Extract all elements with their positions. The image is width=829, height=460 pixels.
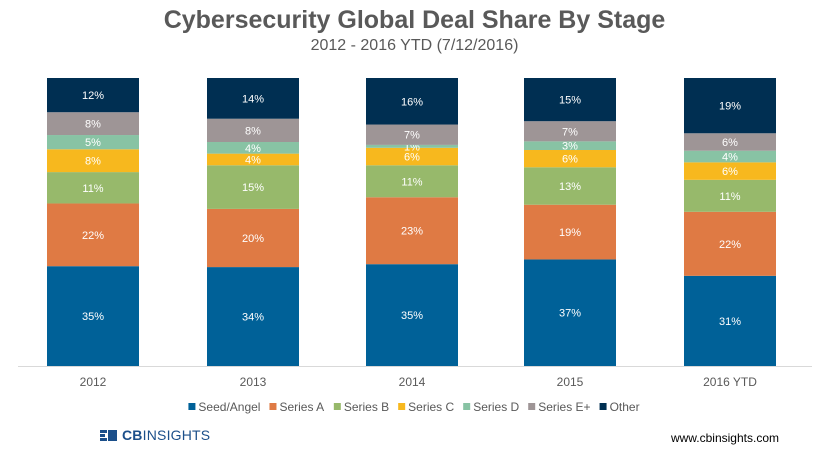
data-label-series-d: 4% [722, 152, 738, 164]
x-tick-label: 2016 YTD [703, 375, 757, 389]
legend-swatch-other [599, 403, 607, 410]
website-url[interactable]: www.cbinsights.com [670, 431, 779, 445]
bar-segment-series-a [524, 204, 616, 260]
x-tick-label: 2014 [399, 375, 426, 389]
bar-segment-other [524, 78, 616, 122]
bar-segment-series-b [366, 165, 458, 198]
data-label-seed-angel: 37% [559, 308, 581, 320]
bar-segment-series-e- [207, 118, 299, 142]
bar-segment-other [207, 78, 299, 119]
bar-segment-series-d [366, 144, 458, 148]
bar-segment-seed-angel [207, 267, 299, 366]
bar-segment-seed-angel [684, 275, 776, 366]
bar-segment-series-e- [366, 124, 458, 145]
x-tick-label: 2013 [240, 375, 267, 389]
bar-segment-series-a [684, 211, 776, 276]
bar-segment-seed-angel [47, 266, 139, 366]
bar-segment-series-e- [684, 133, 776, 151]
data-label-series-e-: 7% [562, 126, 578, 138]
data-label-other: 16% [401, 96, 423, 108]
data-label-series-b: 15% [242, 182, 264, 194]
bar-segment-series-a [47, 203, 139, 267]
data-label-series-a: 19% [559, 227, 581, 239]
bar-segment-series-b [47, 172, 139, 204]
data-label-series-c: 4% [245, 154, 261, 166]
bar-segment-series-c [207, 153, 299, 166]
data-label-series-e-: 8% [85, 119, 101, 131]
legend-label-series-a: Series A [279, 400, 324, 414]
cbinsights-logo: CB INSIGHTS [100, 427, 210, 443]
cb-logo-icon [100, 430, 117, 441]
legend-swatch-series-d [463, 403, 471, 410]
bar-segment-series-d [524, 141, 616, 150]
bar-segment-series-b [207, 165, 299, 209]
bar-segment-other [684, 78, 776, 134]
data-label-seed-angel: 35% [401, 310, 423, 322]
chart-subtitle: 2012 - 2016 YTD (7/12/2016) [310, 37, 519, 54]
bar-segment-series-e- [524, 121, 616, 142]
x-tick-label: 2012 [80, 375, 107, 389]
bar-segment-seed-angel [366, 264, 458, 366]
bar-segment-series-a [207, 208, 299, 268]
bar-segment-series-a [366, 197, 458, 265]
legend-swatch-series-b [333, 403, 341, 410]
bar-segment-series-e- [47, 112, 139, 136]
data-label-other: 19% [719, 101, 741, 113]
bar-segment-series-c [366, 147, 458, 166]
data-label-series-a: 20% [242, 233, 264, 245]
x-tick-label: 2015 [557, 375, 584, 389]
bar-segment-series-c [684, 162, 776, 180]
data-label-series-b: 11% [82, 183, 103, 195]
data-label-other: 15% [559, 95, 581, 107]
data-label-series-a: 22% [82, 230, 104, 242]
data-label-series-d: 5% [85, 137, 101, 149]
data-label-series-c: 6% [562, 154, 578, 166]
legend-label-series-e-: Series E+ [538, 400, 590, 414]
data-label-series-d: 4% [245, 143, 261, 155]
data-label-seed-angel: 31% [719, 316, 741, 328]
data-label-other: 12% [82, 90, 104, 102]
data-label-seed-angel: 35% [82, 311, 104, 323]
bar-segment-series-b [684, 179, 776, 212]
data-label-series-a: 22% [719, 239, 741, 251]
legend-label-series-b: Series B [344, 400, 389, 414]
bar-segment-other [47, 78, 139, 113]
legend-swatch-series-a [269, 403, 277, 410]
data-label-other: 14% [242, 93, 264, 105]
legend-swatch-series-e- [528, 403, 536, 410]
data-label-series-c: 8% [85, 156, 101, 168]
data-label-series-e-: 7% [404, 130, 420, 142]
data-label-seed-angel: 34% [242, 312, 264, 324]
bar-segment-series-c [524, 150, 616, 168]
data-label-series-c: 6% [722, 166, 738, 178]
data-label-series-e-: 8% [245, 125, 261, 137]
data-label-series-c: 6% [404, 152, 420, 164]
bar-segment-series-d [47, 135, 139, 150]
bar-segment-seed-angel [524, 259, 616, 366]
bar-segment-other [366, 78, 458, 125]
legend-swatch-seed-angel [188, 403, 196, 410]
legend-label-series-c: Series C [408, 400, 454, 414]
logo-cb-text: CB [122, 427, 143, 443]
data-label-series-b: 11% [719, 191, 740, 203]
legend-label-series-d: Series D [473, 400, 519, 414]
bar-segment-series-c [47, 149, 139, 173]
data-label-series-e-: 6% [722, 137, 738, 149]
legend-swatch-series-c [398, 403, 406, 410]
bar-segment-series-d [207, 142, 299, 154]
legend-label-other: Other [610, 400, 640, 414]
data-label-series-b: 13% [559, 181, 581, 193]
chart-title: Cybersecurity Global Deal Share By Stage [163, 6, 666, 34]
data-label-series-d: 3% [562, 141, 578, 153]
data-label-series-a: 23% [401, 226, 423, 238]
data-label-series-b: 11% [401, 176, 422, 188]
legend-label-seed-angel: Seed/Angel [198, 400, 260, 414]
logo-insights-text: INSIGHTS [142, 427, 211, 443]
bar-segment-series-d [684, 150, 776, 163]
bar-segment-series-b [524, 167, 616, 205]
